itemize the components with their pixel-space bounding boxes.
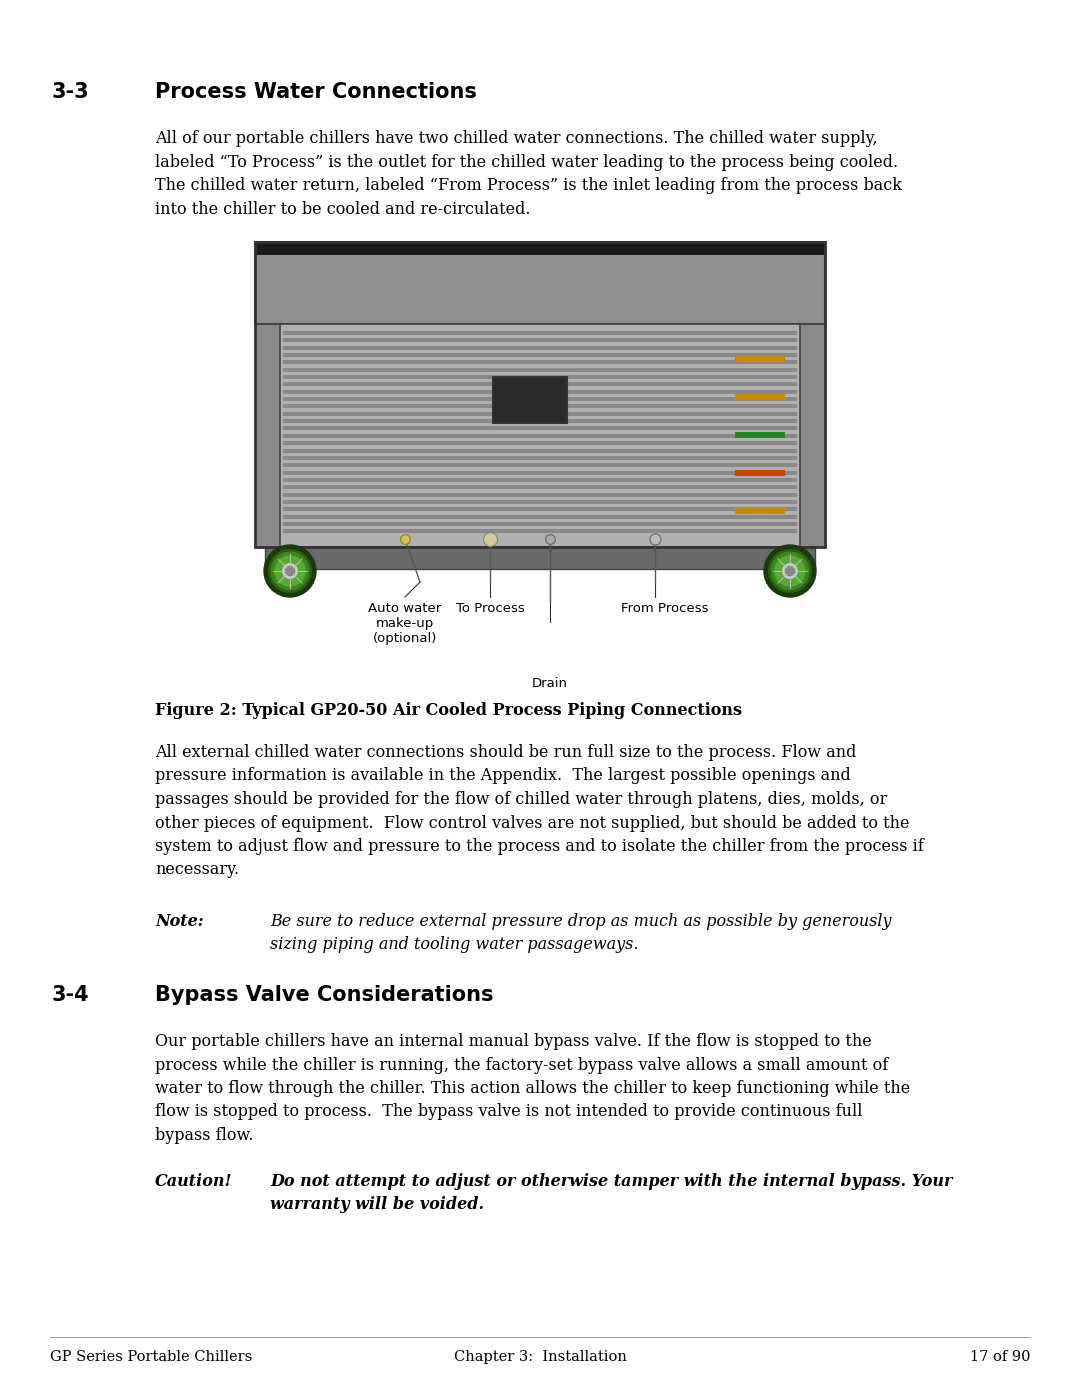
Text: Do not attempt to adjust or otherwise tamper with the internal bypass. Your: Do not attempt to adjust or otherwise ta… (270, 1172, 953, 1189)
Text: 17 of 90: 17 of 90 (970, 1350, 1030, 1363)
Text: All external chilled water connections should be run full size to the process. F: All external chilled water connections s… (156, 745, 856, 761)
Circle shape (775, 556, 805, 587)
Circle shape (285, 566, 295, 576)
FancyBboxPatch shape (283, 522, 797, 525)
FancyBboxPatch shape (283, 419, 797, 423)
FancyBboxPatch shape (735, 509, 785, 514)
Text: into the chiller to be cooled and re-circulated.: into the chiller to be cooled and re-cir… (156, 201, 530, 218)
FancyBboxPatch shape (492, 377, 567, 423)
Text: warranty will be voided.: warranty will be voided. (270, 1196, 484, 1213)
FancyBboxPatch shape (283, 471, 797, 475)
FancyBboxPatch shape (283, 345, 797, 349)
FancyBboxPatch shape (283, 434, 797, 437)
Text: Chapter 3:  Installation: Chapter 3: Installation (454, 1350, 626, 1363)
FancyBboxPatch shape (283, 464, 797, 467)
FancyBboxPatch shape (735, 394, 785, 400)
FancyBboxPatch shape (283, 397, 797, 401)
FancyBboxPatch shape (735, 432, 785, 439)
FancyBboxPatch shape (283, 455, 797, 460)
FancyBboxPatch shape (283, 529, 797, 534)
Text: Our portable chillers have an internal manual bypass valve. If the flow is stopp: Our portable chillers have an internal m… (156, 1032, 872, 1051)
FancyBboxPatch shape (283, 441, 797, 446)
FancyBboxPatch shape (735, 469, 785, 476)
FancyBboxPatch shape (283, 478, 797, 482)
Text: 3-4: 3-4 (52, 985, 90, 1004)
FancyBboxPatch shape (283, 507, 797, 511)
FancyBboxPatch shape (255, 242, 825, 256)
Circle shape (764, 545, 816, 597)
Text: From Process: From Process (621, 602, 708, 615)
Text: GP Series Portable Chillers: GP Series Portable Chillers (50, 1350, 253, 1363)
Text: The chilled water return, labeled “From Process” is the inlet leading from the p: The chilled water return, labeled “From … (156, 177, 902, 194)
Text: Note:: Note: (156, 914, 204, 930)
FancyBboxPatch shape (283, 448, 797, 453)
Circle shape (269, 549, 311, 592)
FancyBboxPatch shape (283, 374, 797, 379)
Text: necessary.: necessary. (156, 862, 239, 879)
Text: passages should be provided for the flow of chilled water through platens, dies,: passages should be provided for the flow… (156, 791, 888, 807)
FancyBboxPatch shape (283, 426, 797, 430)
Text: process while the chiller is running, the factory-set bypass valve allows a smal: process while the chiller is running, th… (156, 1056, 888, 1073)
Text: system to adjust flow and pressure to the process and to isolate the chiller fro: system to adjust flow and pressure to th… (156, 838, 923, 855)
FancyBboxPatch shape (265, 548, 815, 569)
Text: other pieces of equipment.  Flow control valves are not supplied, but should be : other pieces of equipment. Flow control … (156, 814, 909, 831)
FancyBboxPatch shape (283, 367, 797, 372)
FancyBboxPatch shape (283, 514, 797, 518)
FancyBboxPatch shape (283, 331, 797, 335)
FancyBboxPatch shape (280, 324, 800, 548)
Text: sizing piping and tooling water passageways.: sizing piping and tooling water passagew… (270, 936, 638, 954)
Bar (255, 242, 825, 548)
Text: Auto water
make-up
(optional): Auto water make-up (optional) (368, 602, 442, 645)
FancyBboxPatch shape (283, 493, 797, 496)
Circle shape (271, 552, 309, 590)
Bar (255, 242, 825, 324)
Text: bypass flow.: bypass flow. (156, 1127, 254, 1144)
Text: Figure 2: Typical GP20-50 Air Cooled Process Piping Connections: Figure 2: Typical GP20-50 Air Cooled Pro… (156, 703, 742, 719)
FancyBboxPatch shape (800, 242, 825, 548)
FancyBboxPatch shape (283, 500, 797, 504)
FancyBboxPatch shape (255, 242, 825, 324)
Text: Caution!: Caution! (156, 1172, 232, 1189)
Text: water to flow through the chiller. This action allows the chiller to keep functi: water to flow through the chiller. This … (156, 1080, 910, 1097)
FancyBboxPatch shape (283, 485, 797, 489)
Text: Drain: Drain (532, 678, 568, 690)
FancyBboxPatch shape (735, 356, 785, 362)
FancyBboxPatch shape (283, 353, 797, 358)
Text: Process Water Connections: Process Water Connections (156, 82, 477, 102)
Text: 3-3: 3-3 (52, 82, 90, 102)
FancyBboxPatch shape (283, 360, 797, 365)
Text: Be sure to reduce external pressure drop as much as possible by generously: Be sure to reduce external pressure drop… (270, 914, 891, 930)
FancyBboxPatch shape (255, 242, 280, 548)
Circle shape (783, 564, 797, 578)
FancyBboxPatch shape (283, 390, 797, 394)
Circle shape (785, 566, 795, 576)
Text: pressure information is available in the Appendix.  The largest possible opening: pressure information is available in the… (156, 767, 851, 785)
Circle shape (264, 545, 316, 597)
Text: All of our portable chillers have two chilled water connections. The chilled wat: All of our portable chillers have two ch… (156, 130, 878, 147)
FancyBboxPatch shape (283, 412, 797, 416)
Circle shape (771, 552, 809, 590)
FancyBboxPatch shape (283, 338, 797, 342)
Text: flow is stopped to process.  The bypass valve is not intended to provide continu: flow is stopped to process. The bypass v… (156, 1104, 863, 1120)
Circle shape (275, 556, 305, 587)
Text: Bypass Valve Considerations: Bypass Valve Considerations (156, 985, 494, 1004)
FancyBboxPatch shape (283, 405, 797, 408)
Circle shape (769, 549, 811, 592)
Text: To Process: To Process (456, 602, 525, 615)
Circle shape (283, 564, 297, 578)
Text: labeled “To Process” is the outlet for the chilled water leading to the process : labeled “To Process” is the outlet for t… (156, 154, 899, 170)
FancyBboxPatch shape (283, 383, 797, 387)
